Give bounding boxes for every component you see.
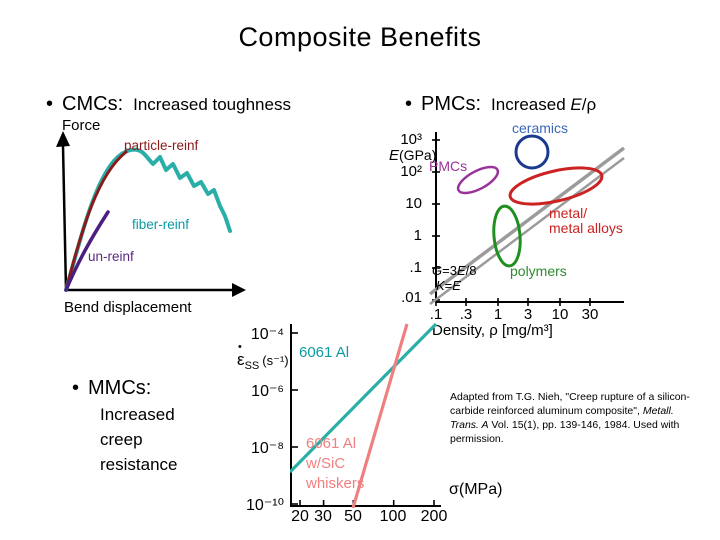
mmc-ytick: 10⁻¹⁰	[246, 497, 284, 514]
mmc-xtick: 30	[314, 508, 332, 525]
guideline-K	[429, 157, 625, 305]
cmc-heading-label: CMCs:	[62, 93, 124, 115]
polymers-region	[492, 204, 522, 268]
pmc-tick-marks	[432, 139, 591, 306]
citation-text: Adapted from T.G. Nieh, "Creep rupture o…	[450, 391, 690, 417]
mmc-bullet: •	[72, 377, 80, 399]
page-title: Composite Benefits	[238, 22, 482, 52]
cmc-heading: • CMCs: Increased toughness	[46, 93, 291, 116]
un-reinf-label: un-reinf	[88, 249, 134, 264]
mmc-chart	[290, 322, 441, 508]
al-6061-sic-label-line1: 6061 Al	[306, 435, 357, 452]
pmc-xtick: .3	[459, 306, 473, 323]
mmc-heading-label: MMCs:	[88, 377, 152, 399]
guideline-G	[428, 146, 626, 296]
pmc-ytick: .01	[401, 289, 422, 306]
pmc-x-axis-label: Density, ρ [mg/m³]	[432, 322, 553, 339]
mmc-xtick: 50	[344, 508, 362, 525]
pmc-chart	[428, 132, 626, 306]
mmc-subheading-line3: resistance	[100, 455, 178, 474]
cmc-chart	[56, 131, 246, 297]
mmc-xtick: 20	[291, 508, 309, 525]
pmc-ytick: 10	[405, 195, 422, 212]
pmcs-label: PMCs	[429, 158, 468, 174]
pmc-xtick: .1	[429, 306, 443, 323]
mmc-ytick: 10⁻⁶	[251, 383, 284, 400]
citation-journal: Metall. Trans. A	[450, 404, 674, 431]
cmc-y-axis-label: Force	[62, 117, 101, 134]
un-reinf-curve	[64, 210, 110, 292]
mmc-ytick: 10⁻⁸	[251, 440, 284, 457]
pmc-xtick: 10	[551, 306, 569, 323]
pmc-y-axis-label: E(GPa)	[389, 147, 437, 164]
fiber-reinf-label: fiber-reinf	[132, 217, 190, 232]
cmc-bullet: •	[46, 93, 54, 115]
mmc-heading: • MMCs:	[72, 377, 151, 400]
metal-alloys-region	[508, 166, 604, 206]
mmc-xtick: 100	[379, 508, 407, 525]
pmc-ytick: 10³	[400, 131, 422, 148]
mmc-x-axis-label: σ(MPa)	[449, 481, 503, 498]
cmc-x-arrowhead-icon	[232, 283, 246, 297]
pmc-bullet: •	[405, 93, 413, 115]
pmc-heading-label: PMCs:	[421, 93, 482, 115]
pmc-xtick: 3	[523, 306, 533, 323]
metal-label-line1: metal/	[549, 205, 588, 221]
cmc-y-arrowhead-icon	[56, 131, 70, 147]
cmc-subheading: Increased toughness	[133, 95, 291, 114]
particle-reinf-label: particle-reinf	[124, 138, 199, 153]
pmc-xtick: 30	[581, 306, 599, 323]
mmc-axes	[290, 324, 441, 507]
guideline-K-label: K=E	[436, 278, 461, 293]
pmc-xtick: 1	[493, 306, 503, 323]
cmc-y-axis	[61, 145, 68, 291]
citation: Adapted from T.G. Nieh, "Creep rupture o…	[450, 391, 697, 447]
al-6061-sic-line	[351, 323, 409, 508]
al-6061-line	[290, 322, 438, 474]
al-6061-label: 6061 Al	[299, 344, 350, 361]
pmc-ytick: .1	[409, 259, 422, 276]
ceramics-label: ceramics	[512, 120, 569, 136]
mmc-xtick: 200	[420, 508, 448, 525]
al-6061-sic-label-line3: whiskers	[306, 475, 365, 492]
al-6061-sic-label-line2: w/SiC	[306, 455, 346, 472]
strain-rate-symbol: • ε	[237, 341, 245, 369]
particle-reinf-curve	[64, 150, 128, 292]
metal-label-line2: metal alloys	[549, 220, 623, 236]
pmcs-region	[456, 165, 500, 195]
pmc-ytick: 10²	[400, 163, 422, 180]
mmc-ytick: 10⁻⁴	[250, 326, 284, 343]
mmc-y-axis-label: • εSS (s⁻¹)	[237, 341, 289, 373]
mmc-subheading-line2: creep	[100, 430, 143, 449]
cmc-x-axis-label: Bend displacement	[64, 299, 192, 316]
citation-tail: Vol. 15(1), pp. 139-146, 1984. Used with…	[450, 418, 680, 445]
pmc-heading: • PMCs: Increased E/ρ	[405, 93, 596, 116]
polymers-label: polymers	[510, 263, 567, 279]
pmc-subheading: Increased E/ρ	[491, 95, 597, 114]
guideline-G-label: G=3E/8	[432, 263, 477, 278]
pmc-ytick: 1	[413, 227, 422, 244]
ceramics-region	[514, 134, 550, 170]
mmc-subheading-line1: Increased	[100, 405, 175, 424]
